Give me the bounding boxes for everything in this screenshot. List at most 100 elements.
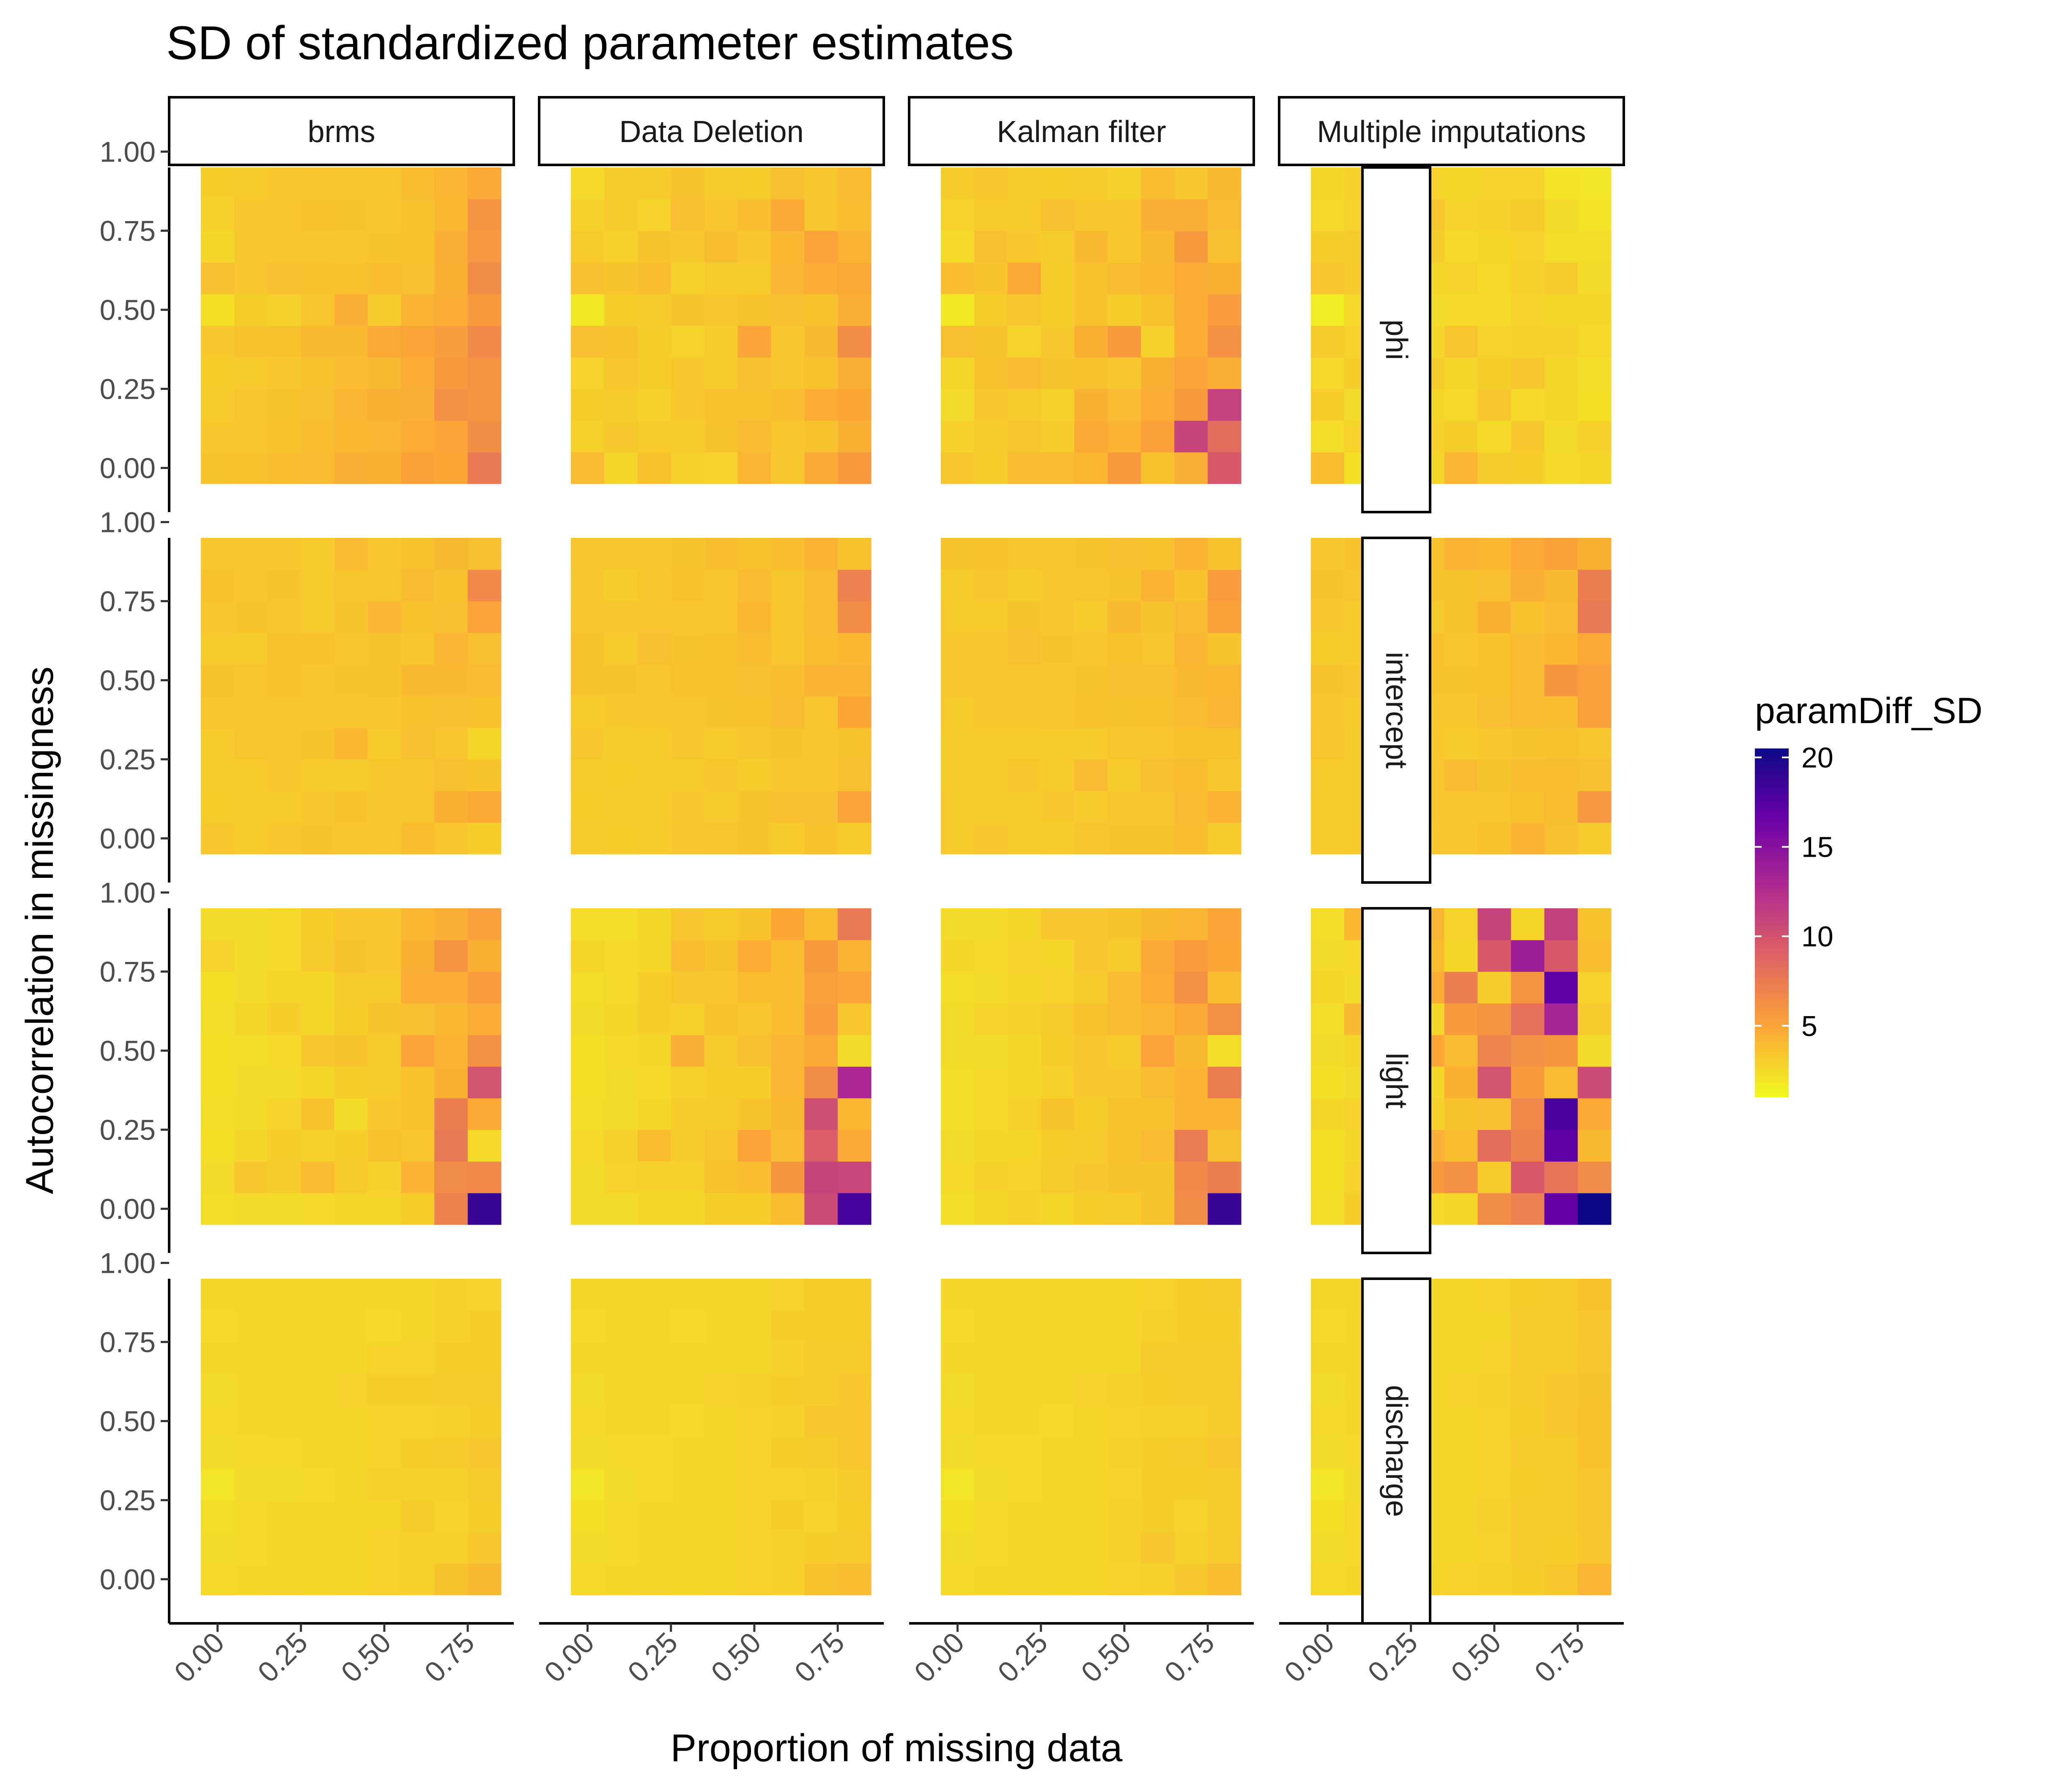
heat-cell (1174, 1066, 1208, 1099)
heat-cell (1007, 389, 1041, 421)
heat-cell (704, 389, 738, 421)
heat-cell (1511, 262, 1545, 294)
heat-cell (1007, 1035, 1041, 1067)
heat-cell (334, 1035, 368, 1067)
heat-cell (637, 791, 671, 823)
heat-cell (301, 1310, 335, 1343)
heat-cell (1311, 1310, 1345, 1343)
heat-cell (1074, 1532, 1108, 1564)
heat-cell (604, 1129, 638, 1162)
y-tick-label: 0.00 (100, 452, 156, 485)
heat-cell (1511, 971, 1545, 1003)
heat-cell (201, 199, 235, 231)
heat-cell (1444, 1098, 1478, 1130)
heat-cell (201, 230, 235, 263)
heat-cell (1074, 1563, 1108, 1595)
heat-cell (671, 1563, 705, 1595)
heat-cell (401, 1563, 435, 1595)
heat-cell (234, 759, 268, 791)
heat-cell (401, 199, 435, 231)
heat-cell (1578, 601, 1612, 633)
heat-cell (1007, 940, 1041, 972)
heat-cell (737, 940, 771, 972)
heat-cell (1141, 1437, 1175, 1469)
x-tick-label: 0.50 (705, 1626, 767, 1688)
heat-cell (234, 1035, 268, 1067)
heat-cell (1174, 199, 1208, 231)
heat-cell (1141, 167, 1175, 200)
heat-cell (367, 633, 401, 665)
heat-cell (1107, 1405, 1141, 1437)
heat-cell (637, 1373, 671, 1406)
heat-cell (704, 1129, 738, 1162)
heat-cell (1174, 1342, 1208, 1374)
heat-cell (1041, 1563, 1075, 1595)
heat-cell (1007, 1098, 1041, 1130)
heat-cell (1174, 727, 1208, 760)
heat-cell (838, 908, 872, 940)
heat-cell (974, 1098, 1008, 1130)
heat-cell (804, 1500, 838, 1532)
heat-cell (804, 262, 838, 294)
heat-cell (671, 601, 705, 633)
heat-cell (267, 230, 301, 263)
heat-cell (1007, 664, 1041, 696)
heat-cell (334, 1066, 368, 1099)
heat-cell (267, 908, 301, 940)
heat-cell (671, 1035, 705, 1067)
heat-cell (1041, 357, 1075, 389)
heat-cell (941, 822, 975, 855)
heat-cell (704, 822, 738, 855)
heat-cell (1174, 1468, 1208, 1501)
heat-cell (838, 1066, 872, 1099)
heat-cell (771, 294, 805, 326)
heat-cell (737, 1563, 771, 1595)
y-tick-label: 0.25 (100, 744, 156, 776)
heat-cell (1041, 262, 1075, 294)
heat-cell (604, 452, 638, 484)
y-tick-label: 1.00 (100, 136, 156, 168)
heat-cell (401, 1193, 435, 1225)
heat-cell (201, 1161, 235, 1193)
heat-cell (401, 1129, 435, 1162)
heat-cell (1477, 1342, 1511, 1374)
heat-cell (704, 727, 738, 760)
heat-cell (1544, 294, 1578, 326)
heat-cell (267, 420, 301, 452)
heat-cell (571, 971, 605, 1003)
heat-cell (671, 696, 705, 728)
heat-cell (367, 1468, 401, 1501)
heat-cell (604, 696, 638, 728)
heat-cell (1311, 633, 1345, 665)
heat-cell (434, 759, 468, 791)
heat-cell (704, 601, 738, 633)
heat-cell (771, 1532, 805, 1564)
heat-cell (367, 1563, 401, 1595)
heat-cell (1007, 452, 1041, 484)
heat-cell (671, 1161, 705, 1193)
heat-cell (1311, 1342, 1345, 1374)
heat-cell (201, 727, 235, 760)
heat-cell (1007, 1003, 1041, 1035)
heat-cell (771, 696, 805, 728)
heat-cell (201, 1342, 235, 1374)
heat-cell (1208, 1373, 1242, 1406)
heat-cell (941, 940, 975, 972)
heat-cell (804, 1310, 838, 1343)
heat-cell (974, 452, 1008, 484)
heat-cell (1107, 1468, 1141, 1501)
heat-cell (804, 1468, 838, 1501)
heat-cell (941, 538, 975, 570)
heat-cell (1477, 199, 1511, 231)
heat-cell (1007, 1532, 1041, 1564)
heat-cell (974, 727, 1008, 760)
heat-cell (1444, 538, 1478, 570)
heat-cell (1208, 727, 1242, 760)
heat-cell (974, 1003, 1008, 1035)
heat-cell (1444, 1342, 1478, 1374)
heat-cell (704, 230, 738, 263)
heat-cell (267, 1129, 301, 1162)
heat-cell (201, 664, 235, 696)
heat-cell (804, 1003, 838, 1035)
heat-cell (468, 199, 502, 231)
